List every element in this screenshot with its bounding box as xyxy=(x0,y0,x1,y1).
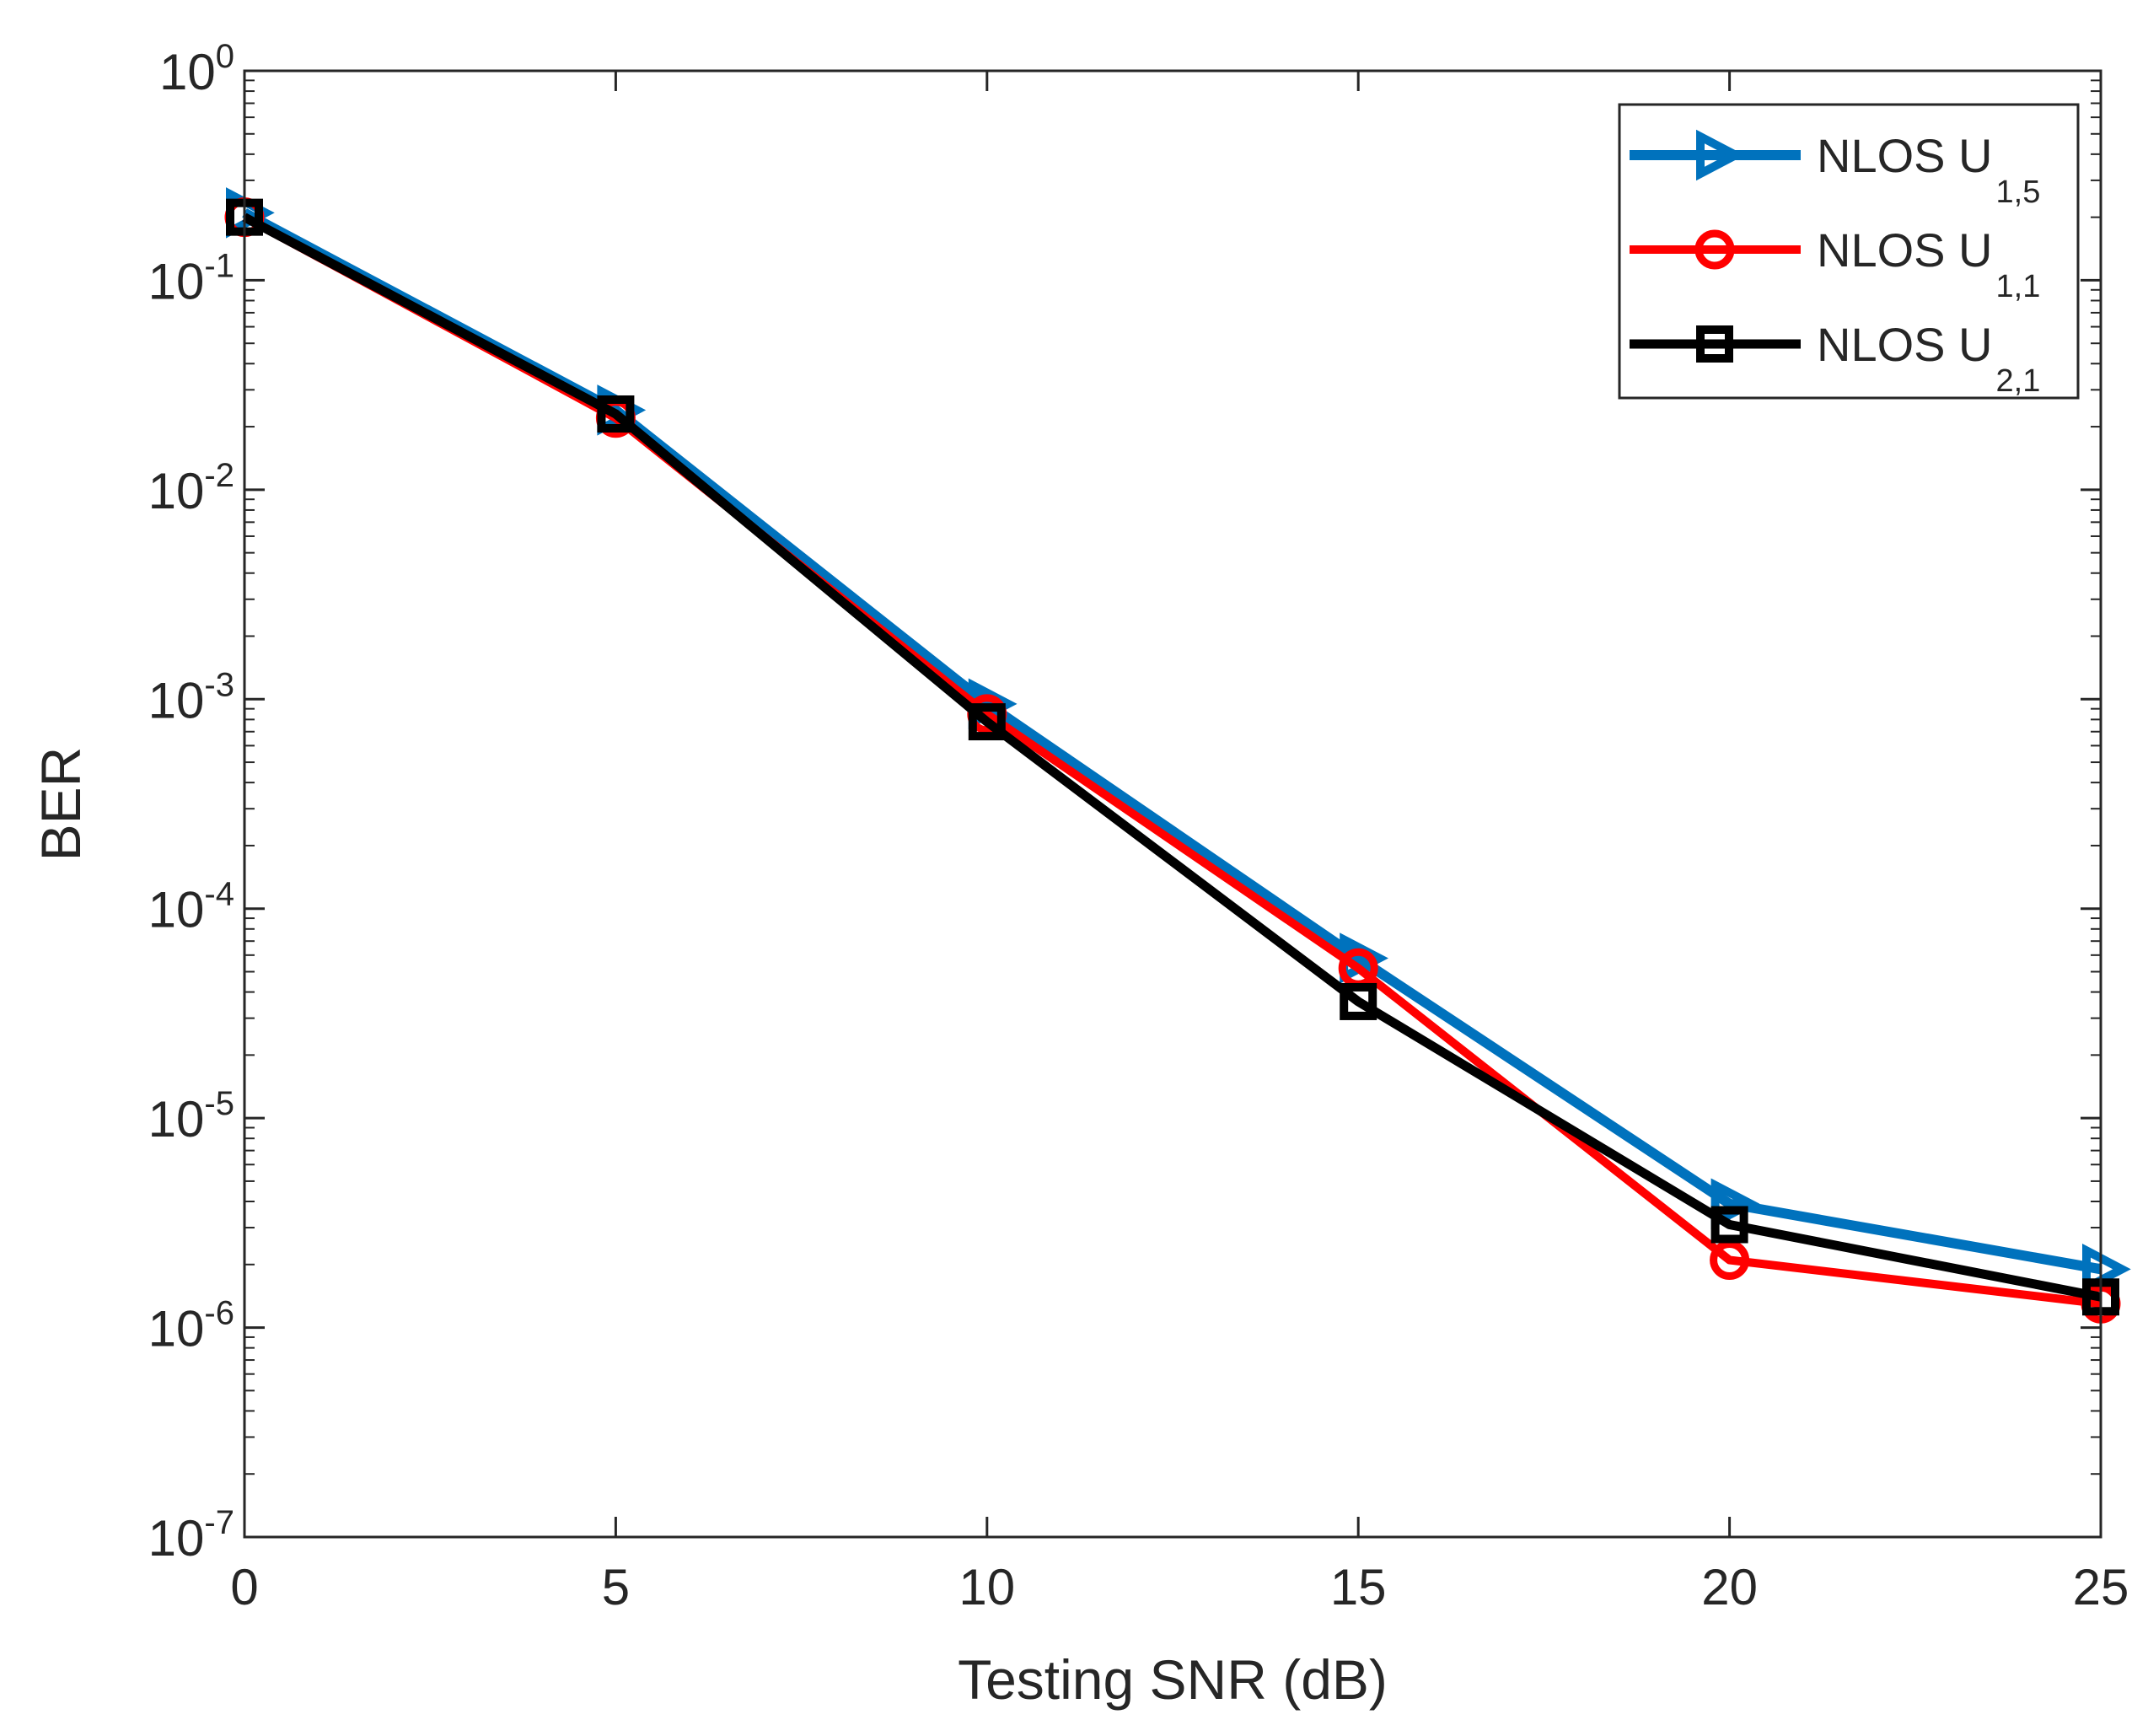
y-tick-label: 10-6 xyxy=(148,1295,234,1357)
legend-label: NLOS U2,1 xyxy=(1817,318,2040,399)
data-point-marker xyxy=(597,395,635,433)
plot-frame xyxy=(243,69,2102,1539)
series-line xyxy=(242,212,2102,1302)
legend-item: NLOS U1,1 xyxy=(1630,223,2040,304)
legend-item: NLOS U1,5 xyxy=(1630,129,2040,210)
legend-label: NLOS U1,1 xyxy=(1817,223,2040,304)
legend-swatch-marker xyxy=(1696,325,1733,363)
x-tick-label: 10 xyxy=(959,1559,1015,1615)
legend-label: NLOS U1,5 xyxy=(1817,129,2040,210)
legend-item: NLOS U2,1 xyxy=(1630,318,2040,399)
series-2-1 xyxy=(226,198,2119,1316)
legend: NLOS U1,5 NLOS U1,1 NLOS U2,1 xyxy=(1618,103,2080,400)
y-tick-label: 10-4 xyxy=(148,876,234,938)
x-axis: 0 5 10 15 20 25 xyxy=(230,71,2129,1615)
legend-swatch-marker xyxy=(1696,129,1745,181)
x-axis-title: Testing SNR (dB) xyxy=(958,1648,1388,1711)
y-tick-label: 10-3 xyxy=(148,666,234,728)
y-tick-label: 10-1 xyxy=(148,247,234,309)
legend-swatch-marker xyxy=(1694,229,1735,270)
data-point-marker xyxy=(1710,1206,1748,1244)
y-axis-title: BER xyxy=(30,747,92,862)
data-point-marker xyxy=(968,703,1006,741)
x-tick-label: 0 xyxy=(230,1559,258,1615)
y-tick-label: 10-5 xyxy=(148,1085,234,1147)
x-tick-label: 5 xyxy=(602,1559,630,1615)
x-tick-label: 25 xyxy=(2073,1559,2129,1615)
data-point-marker xyxy=(1340,982,1377,1020)
y-tick-label: 10-7 xyxy=(148,1504,234,1567)
x-tick-label: 15 xyxy=(1330,1559,1387,1615)
data-point-marker xyxy=(1710,1240,1750,1281)
y-tick-label: 100 xyxy=(159,38,234,100)
y-tick-label: 10-2 xyxy=(148,457,234,519)
y-axis: 100 10-1 10-2 10-3 10-4 10-5 10-6 10-7 xyxy=(148,38,2101,1567)
x-tick-label: 20 xyxy=(1701,1559,1758,1615)
